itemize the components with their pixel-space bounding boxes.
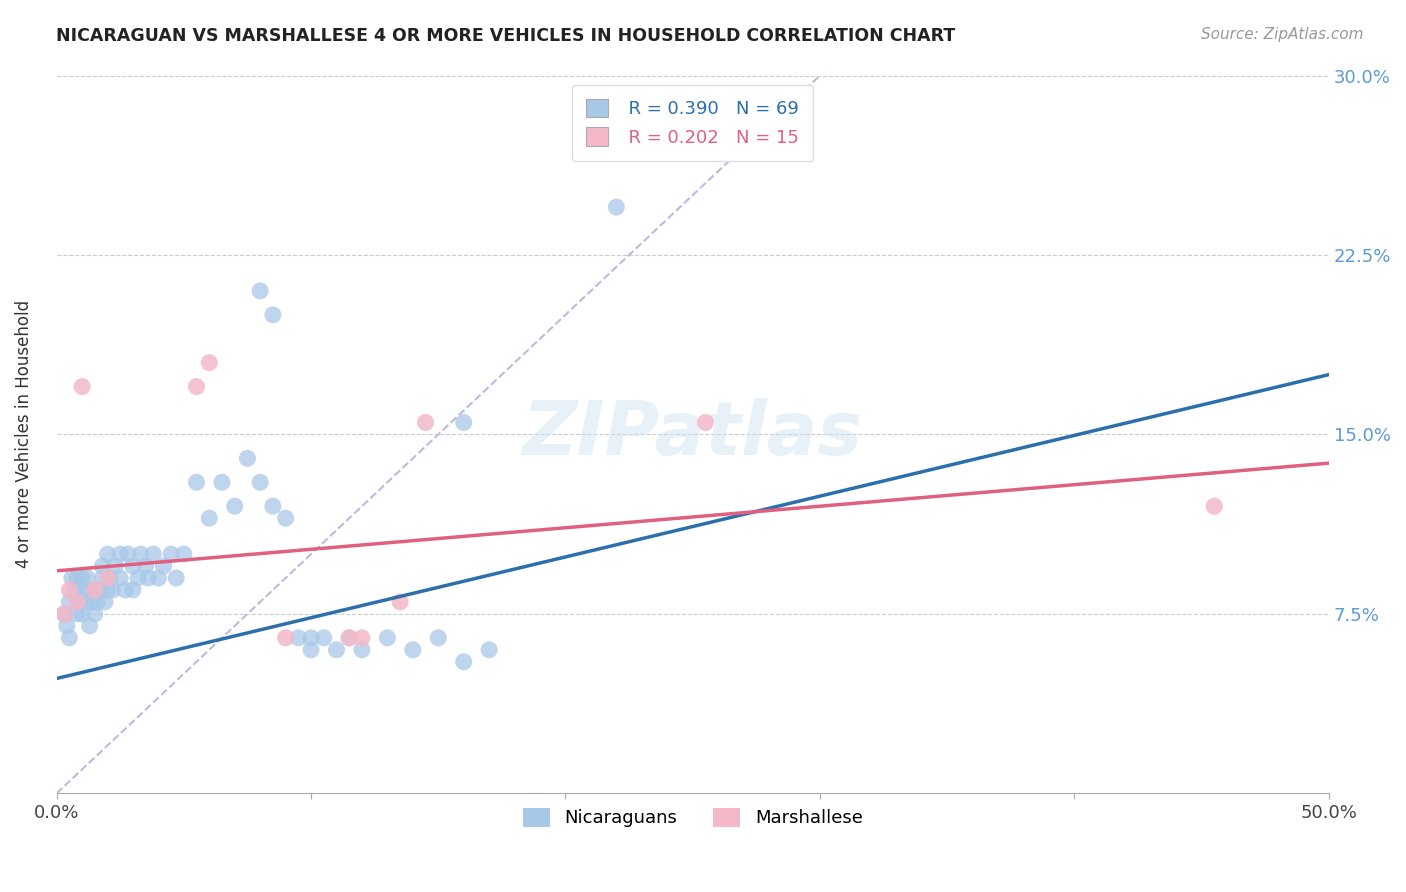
Point <box>94 595 117 609</box>
Point <box>127 571 149 585</box>
Point <box>76 582 98 597</box>
Point <box>58 582 80 597</box>
Point <box>165 571 187 585</box>
Point <box>312 631 335 645</box>
Point <box>66 607 89 621</box>
Point <box>249 284 271 298</box>
Legend: Nicaraguans, Marshallese: Nicaraguans, Marshallese <box>516 801 870 835</box>
Point <box>70 571 93 585</box>
Point <box>96 582 118 597</box>
Point <box>89 582 111 597</box>
Point <box>453 655 475 669</box>
Point <box>198 511 221 525</box>
Point <box>76 571 98 585</box>
Point <box>101 582 124 597</box>
Point <box>83 582 105 597</box>
Point <box>1204 500 1226 514</box>
Point <box>136 571 159 585</box>
Point <box>91 571 114 585</box>
Point <box>104 559 127 574</box>
Point <box>79 619 101 633</box>
Point <box>274 631 297 645</box>
Point <box>402 642 425 657</box>
Point <box>63 582 86 597</box>
Point <box>122 559 145 574</box>
Point <box>249 475 271 490</box>
Point <box>350 642 373 657</box>
Point <box>66 595 89 609</box>
Point <box>415 416 437 430</box>
Point <box>605 200 627 214</box>
Point <box>142 547 165 561</box>
Point <box>70 379 93 393</box>
Point <box>478 642 501 657</box>
Point <box>58 595 80 609</box>
Point <box>70 607 93 621</box>
Point <box>53 607 76 621</box>
Point <box>73 595 96 609</box>
Point <box>337 631 360 645</box>
Point <box>82 595 104 609</box>
Point <box>389 595 412 609</box>
Point <box>122 582 145 597</box>
Point <box>695 416 717 430</box>
Point <box>377 631 399 645</box>
Point <box>262 308 284 322</box>
Point <box>69 595 91 609</box>
Point <box>117 547 139 561</box>
Point <box>337 631 360 645</box>
Point <box>96 547 118 561</box>
Point <box>236 451 259 466</box>
Point <box>198 356 221 370</box>
Point <box>86 595 108 609</box>
Point <box>114 582 136 597</box>
Point <box>160 547 183 561</box>
Y-axis label: 4 or more Vehicles in Household: 4 or more Vehicles in Household <box>15 301 32 568</box>
Text: ZIPatlas: ZIPatlas <box>523 398 863 471</box>
Point <box>325 642 347 657</box>
Point <box>96 571 118 585</box>
Point <box>70 582 93 597</box>
Point <box>98 571 121 585</box>
Point <box>427 631 450 645</box>
Point <box>53 607 76 621</box>
Point <box>262 500 284 514</box>
Point <box>66 571 89 585</box>
Point <box>224 500 246 514</box>
Point <box>58 631 80 645</box>
Point <box>129 547 152 561</box>
Point <box>211 475 233 490</box>
Point <box>299 642 322 657</box>
Text: Source: ZipAtlas.com: Source: ZipAtlas.com <box>1201 27 1364 42</box>
Point <box>350 631 373 645</box>
Point <box>186 379 208 393</box>
Point <box>453 416 475 430</box>
Point <box>91 559 114 574</box>
Point <box>56 619 79 633</box>
Point <box>60 571 83 585</box>
Point <box>110 571 132 585</box>
Point <box>83 582 105 597</box>
Point <box>287 631 309 645</box>
Text: NICARAGUAN VS MARSHALLESE 4 OR MORE VEHICLES IN HOUSEHOLD CORRELATION CHART: NICARAGUAN VS MARSHALLESE 4 OR MORE VEHI… <box>56 27 956 45</box>
Point <box>148 571 170 585</box>
Point <box>135 559 157 574</box>
Point <box>299 631 322 645</box>
Point <box>274 511 297 525</box>
Point <box>83 607 105 621</box>
Point <box>152 559 174 574</box>
Point <box>110 547 132 561</box>
Point <box>173 547 195 561</box>
Point <box>186 475 208 490</box>
